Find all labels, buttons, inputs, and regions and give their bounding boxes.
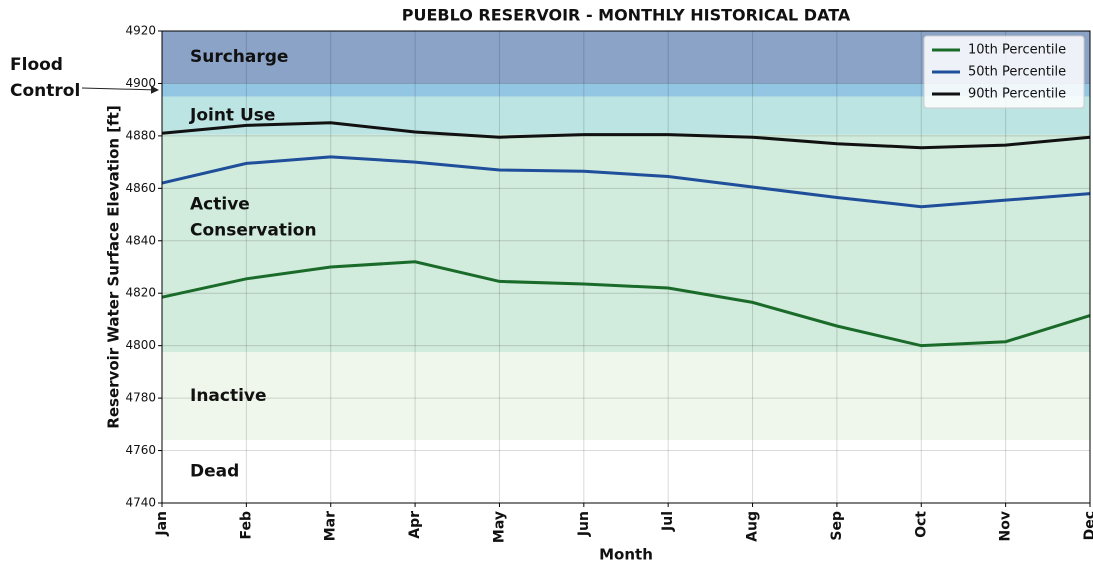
y-tick-label: 4860 <box>125 181 156 195</box>
x-tick-label: Aug <box>745 511 761 542</box>
x-tick-label: Jun <box>576 511 592 537</box>
zone-band <box>162 134 1090 353</box>
zone-label-line: Joint Use <box>189 106 275 126</box>
zone-label: Inactive <box>190 386 267 406</box>
zone-label-line: Control <box>10 81 80 101</box>
y-tick-label: 4820 <box>125 286 156 300</box>
chart-title: PUEBLO RESERVOIR - MONTHLY HISTORICAL DA… <box>402 6 851 25</box>
series-line <box>161 155 1091 209</box>
legend-box <box>923 35 1085 109</box>
y-tick-label: 4780 <box>125 391 156 405</box>
legend-label: 50th Percentile <box>968 65 1066 80</box>
series-line <box>161 260 1091 348</box>
x-tick-label: Jul <box>660 511 676 532</box>
y-tick-label: 4900 <box>125 76 156 90</box>
annotation-arrow <box>81 85 159 94</box>
y-tick-label: 4840 <box>125 233 156 247</box>
y-tick-label: 4740 <box>125 496 156 510</box>
zone-label-line: Dead <box>190 462 239 482</box>
y-tick-label: 4880 <box>125 128 156 142</box>
zone-label: Flood Control <box>10 55 80 101</box>
x-tick-label: May <box>491 511 507 543</box>
legend-label: 90th Percentile <box>968 87 1066 102</box>
zone-label-line: Inactive <box>190 386 267 406</box>
legend-label: 10th Percentile <box>968 43 1066 58</box>
x-tick-label: Dec <box>1082 511 1093 540</box>
zone-label-line: Conservation <box>190 221 317 241</box>
x-tick-label: Sep <box>829 511 845 541</box>
zone-label: Joint Use <box>189 106 275 126</box>
x-tick-label: Apr <box>407 511 423 539</box>
x-axis-label: Month <box>599 546 653 564</box>
zone-band <box>162 440 1090 503</box>
plot-frame <box>161 30 1091 504</box>
zone-label-line: Surcharge <box>190 47 288 67</box>
zone-label-line: Active <box>190 195 250 215</box>
zone-label: Dead <box>190 462 239 482</box>
x-tick-label: Mar <box>323 511 339 541</box>
y-axis-label: Reservoir Water Surface Elevation [ft] <box>105 105 123 428</box>
x-tick-label: Nov <box>998 511 1014 541</box>
x-tick-label: Feb <box>238 511 254 540</box>
zone-label-line: Flood <box>10 55 63 75</box>
x-tick-label: Jan <box>154 511 170 537</box>
x-tick-label: Oct <box>913 511 929 538</box>
zone-band <box>162 352 1090 441</box>
y-tick-label: 4920 <box>125 24 156 38</box>
zone-label: Surcharge <box>190 47 288 67</box>
y-tick-label: 4760 <box>125 443 156 457</box>
y-tick-label: 4800 <box>125 338 156 352</box>
zone-label: Active Conservation <box>190 195 317 241</box>
zone-band <box>162 83 1090 97</box>
series-line <box>161 121 1091 150</box>
